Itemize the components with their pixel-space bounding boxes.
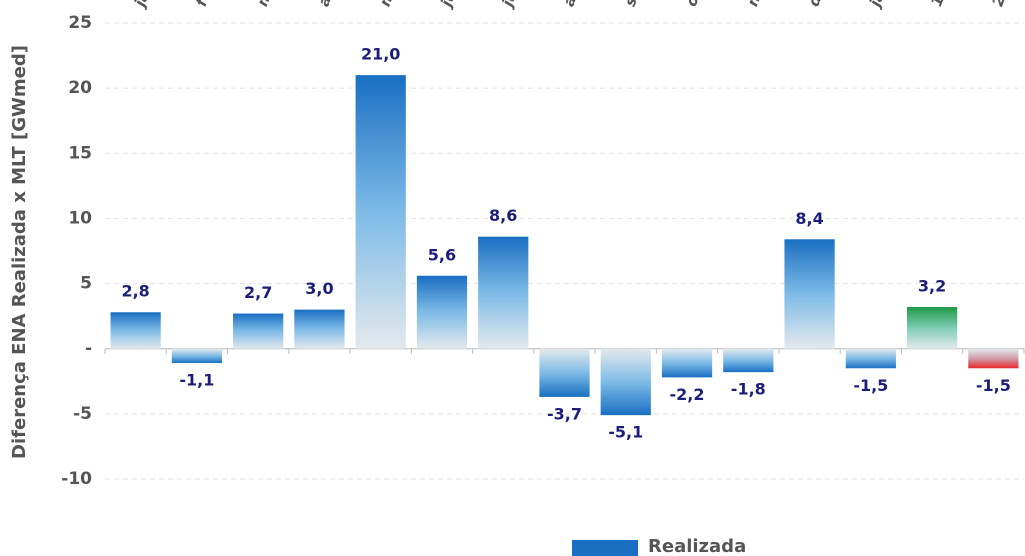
bar [110,312,161,349]
x-tick-label: 2 [988,0,1008,9]
data-label: 2,8 [121,282,149,301]
data-label: -1,8 [731,380,766,399]
bar [723,348,774,373]
y-tick-label: 25 [68,13,92,33]
y-axis-label: Diferença ENA Realizada x MLT [GWmed] [9,45,30,459]
x-tick-label: ja [865,0,888,11]
data-label: 8,6 [489,206,517,225]
x-tick-label: a [560,0,580,9]
x-tick-label: m [376,0,398,9]
bar [784,239,835,349]
x-tick-label: a [315,0,335,9]
x-tick-label: ja [130,0,153,11]
x-tick-label: s [621,0,641,9]
legend-label: Realizada [648,536,746,556]
data-label: -1,5 [853,376,888,395]
x-tick-label: ju [436,0,459,11]
bar [416,275,468,349]
bar [906,307,958,349]
y-tick-label: 20 [68,78,92,98]
x-tick-label: m [253,0,275,9]
data-label: 21,0 [361,45,400,64]
data-label: -5,1 [608,423,643,442]
bar [600,348,651,416]
bar [233,313,284,349]
bar [661,348,713,378]
data-label: -1,5 [976,376,1011,395]
bar [845,348,896,369]
bar [968,348,1019,369]
data-label: -3,7 [547,404,582,423]
data-label: -2,2 [670,385,705,404]
x-tick-label: d [805,0,826,9]
x-tick-label: ju [498,0,521,11]
y-tick-label: -5 [73,404,92,424]
legend-swatch [572,540,638,556]
data-label: 2,7 [244,283,272,302]
x-tick-label: 1 [927,0,947,9]
data-label: 3,0 [305,279,333,298]
y-tick-label: 5 [80,274,92,294]
data-label: 8,4 [795,209,823,228]
data-label: 3,2 [918,277,946,296]
x-tick-label: o [682,0,702,9]
x-tick-label: fe [192,0,215,9]
data-label: 5,6 [428,245,456,264]
y-tick-label: 15 [68,143,92,163]
bar [478,236,529,349]
x-tick-label: n [743,0,764,9]
bar [294,309,345,349]
data-label: -1,1 [179,371,214,390]
y-tick-label: 10 [68,208,92,228]
y-tick-label: - [85,339,92,359]
bar [355,75,406,349]
y-tick-label: -10 [61,469,92,489]
bar [539,348,590,397]
bar [171,348,223,364]
